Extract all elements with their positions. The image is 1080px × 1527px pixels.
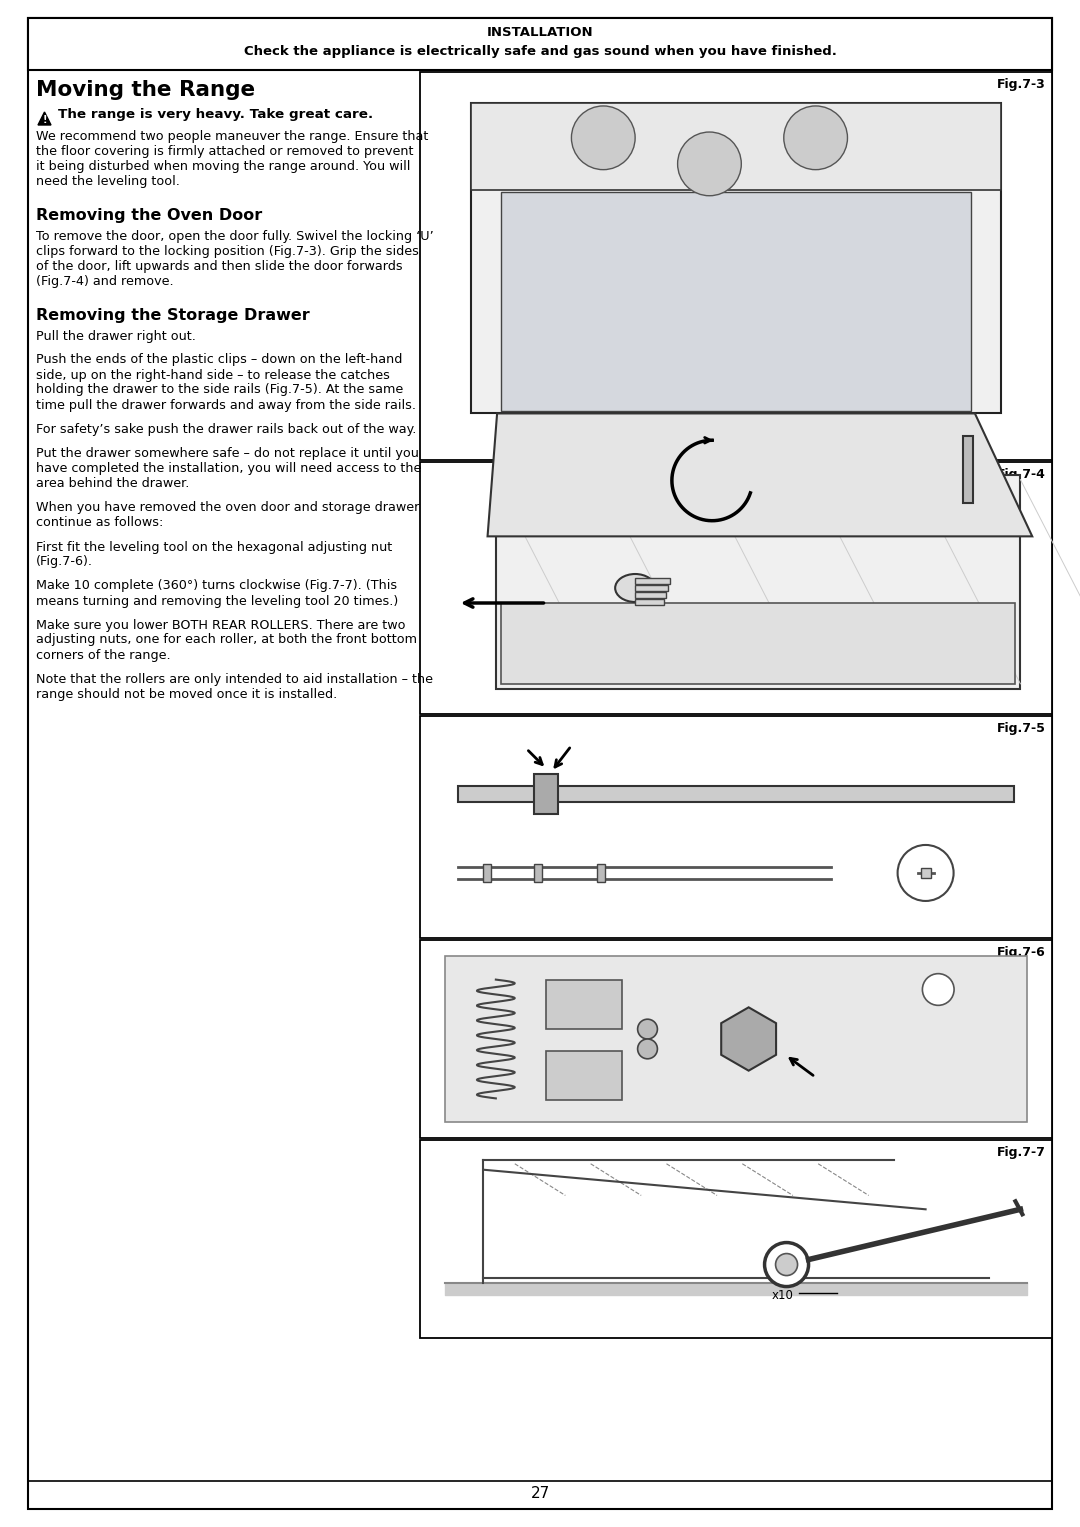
Text: Fig.7-6: Fig.7-6 bbox=[997, 947, 1047, 959]
Text: Moving the Range: Moving the Range bbox=[36, 79, 255, 99]
Circle shape bbox=[765, 1243, 809, 1287]
Text: When you have removed the oven door and storage drawer
continue as follows:: When you have removed the oven door and … bbox=[36, 501, 419, 530]
Bar bbox=[635, 592, 666, 599]
Text: x10: x10 bbox=[771, 1289, 794, 1301]
Text: Check the appliance is electrically safe and gas sound when you have finished.: Check the appliance is electrically safe… bbox=[244, 46, 836, 58]
Bar bbox=[546, 1051, 622, 1101]
Bar bbox=[471, 102, 1001, 414]
Bar bbox=[546, 980, 622, 1029]
Bar bbox=[420, 72, 1052, 460]
Bar bbox=[458, 786, 1014, 802]
Circle shape bbox=[922, 974, 954, 1005]
Text: For safety’s sake push the drawer rails back out of the way.: For safety’s sake push the drawer rails … bbox=[36, 423, 417, 437]
Bar bbox=[445, 956, 1027, 1122]
Bar bbox=[420, 1141, 1052, 1338]
Text: Make 10 complete (360°) turns clockwise (Fig.7-7). (This
means turning and remov: Make 10 complete (360°) turns clockwise … bbox=[36, 580, 399, 608]
Bar bbox=[28, 18, 1052, 70]
Bar bbox=[635, 585, 669, 591]
Bar bbox=[501, 192, 971, 411]
Bar bbox=[963, 435, 973, 502]
Bar bbox=[635, 599, 664, 605]
Ellipse shape bbox=[616, 574, 656, 602]
Circle shape bbox=[784, 105, 848, 169]
Text: Removing the Storage Drawer: Removing the Storage Drawer bbox=[36, 308, 310, 324]
Text: INSTALLATION: INSTALLATION bbox=[487, 26, 593, 38]
Text: 27: 27 bbox=[530, 1486, 550, 1501]
Bar bbox=[597, 864, 605, 883]
Text: Fig.7-7: Fig.7-7 bbox=[997, 1145, 1047, 1159]
Text: Fig.7-3: Fig.7-3 bbox=[997, 78, 1047, 92]
Text: Fig.7-4: Fig.7-4 bbox=[997, 467, 1047, 481]
Text: Put the drawer somewhere safe – do not replace it until you
have completed the i: Put the drawer somewhere safe – do not r… bbox=[36, 447, 421, 490]
Bar bbox=[420, 941, 1052, 1138]
Circle shape bbox=[571, 105, 635, 169]
Polygon shape bbox=[487, 414, 1032, 536]
Bar bbox=[501, 603, 1015, 684]
Text: Removing the Oven Door: Removing the Oven Door bbox=[36, 208, 262, 223]
Bar bbox=[920, 867, 931, 878]
Circle shape bbox=[677, 131, 741, 195]
Text: Make sure you lower BOTH REAR ROLLERS. There are two
adjusting nuts, one for eac: Make sure you lower BOTH REAR ROLLERS. T… bbox=[36, 618, 417, 661]
Bar bbox=[420, 716, 1052, 938]
Text: !: ! bbox=[42, 115, 46, 125]
Text: Fig.7-5: Fig.7-5 bbox=[997, 722, 1047, 734]
Polygon shape bbox=[721, 1008, 777, 1070]
Bar bbox=[534, 864, 542, 883]
Bar bbox=[483, 864, 491, 883]
Bar bbox=[471, 102, 1001, 189]
Bar bbox=[420, 463, 1052, 715]
Circle shape bbox=[637, 1019, 658, 1038]
Circle shape bbox=[637, 1038, 658, 1058]
Text: Push the ends of the plastic clips – down on the left-hand
side, up on the right: Push the ends of the plastic clips – dow… bbox=[36, 353, 416, 411]
Text: Pull the drawer right out.: Pull the drawer right out. bbox=[36, 330, 195, 344]
Text: First fit the leveling tool on the hexagonal adjusting nut
(Fig.7-6).: First fit the leveling tool on the hexag… bbox=[36, 541, 392, 568]
Text: Note that the rollers are only intended to aid installation – the
range should n: Note that the rollers are only intended … bbox=[36, 673, 433, 701]
Circle shape bbox=[775, 1254, 797, 1275]
Text: To remove the door, open the door fully. Swivel the locking ‘U’
clips forward to: To remove the door, open the door fully.… bbox=[36, 231, 434, 289]
Text: We recommend two people maneuver the range. Ensure that
the floor covering is fi: We recommend two people maneuver the ran… bbox=[36, 130, 429, 188]
Circle shape bbox=[897, 844, 954, 901]
Polygon shape bbox=[38, 111, 51, 125]
Text: The range is very heavy. Take great care.: The range is very heavy. Take great care… bbox=[58, 108, 373, 121]
Bar bbox=[635, 579, 671, 583]
Bar bbox=[535, 774, 558, 814]
Bar bbox=[496, 475, 1021, 689]
